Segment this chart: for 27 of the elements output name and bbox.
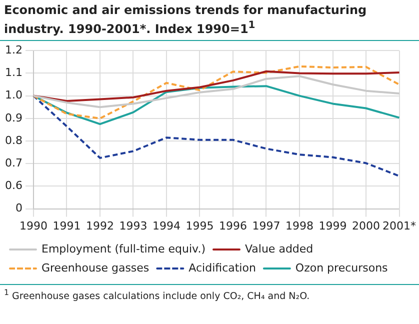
- x-tick-label: 2001*: [382, 219, 416, 232]
- y-tick-label: 0.6: [4, 179, 22, 192]
- y-tick-label: 1.1: [4, 66, 22, 80]
- x-tick-label: 1998: [286, 219, 314, 232]
- legend-label: Employment (full-time equiv.): [42, 242, 206, 256]
- legend-label: Acidification: [188, 261, 256, 274]
- y-tick-label: 0.9: [4, 111, 22, 124]
- text: $^{1}$ Greenhouse gases calculations include only CO₂, CH₄ and N₂O.: [0, 284, 419, 306]
- x-tick-label: 2000: [352, 219, 380, 232]
- y-tick-label: 1.2: [4, 43, 22, 56]
- x-tick-label: 1995: [186, 219, 214, 232]
- x-tick-label: 1991: [52, 219, 81, 232]
- x-tick-label: 1997: [252, 219, 280, 232]
- y-tick-label: 0: [15, 202, 22, 215]
- y-tick-label: 0.8: [4, 134, 22, 147]
- y-tick-label: 1.0: [4, 88, 22, 102]
- x-tick-label: 1992: [86, 219, 114, 232]
- x-tick-label: 1994: [152, 219, 180, 232]
- x-tick-label: 1996: [219, 219, 247, 232]
- x-tick-label: 1999: [318, 219, 347, 232]
- legend-label: Greenhouse gasses: [42, 261, 150, 274]
- chart-title: Economic and air emissions trends for manufacturing industry. 1990-2001*. Index 1990=1$^{1}$: [0, 0, 419, 41]
- legend-label: Ozon precursons: [295, 261, 388, 274]
- x-tick-label: 1993: [119, 219, 148, 232]
- legend-label: Value added: [244, 242, 314, 256]
- x-tick-label: 1990: [19, 219, 48, 232]
- y-tick-label: 0.7: [4, 156, 22, 170]
